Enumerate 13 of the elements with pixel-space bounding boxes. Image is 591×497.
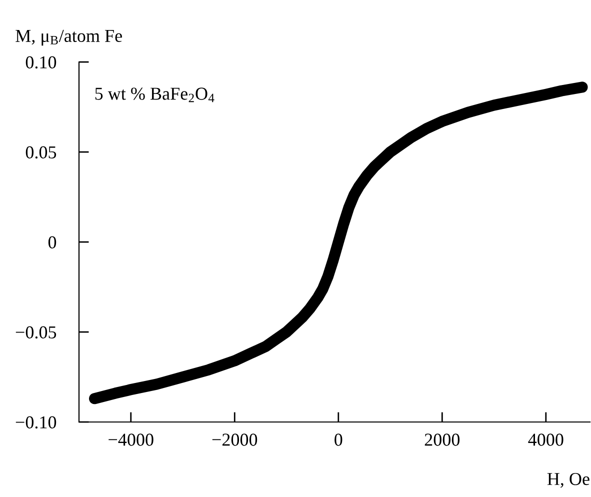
x-tick-label: 2000 — [424, 434, 460, 446]
y-axis-title: M, μ$_{B}$/atom Fe — [16, 30, 122, 46]
y-tick-label: −0.05 — [16, 326, 56, 339]
y-tick-label: −0.10 — [16, 416, 56, 429]
x-tick-label: −2000 — [212, 434, 258, 446]
annotation: 5 wt % BaFe$_{2}$O$_{4}$ — [95, 88, 214, 102]
x-axis-title: H, Oe — [547, 472, 590, 488]
x-tick-label: 4000 — [528, 434, 564, 446]
y-tick-label: 0.05 — [26, 146, 56, 159]
y-tick-label: 0.10 — [26, 56, 56, 69]
x-tick-label: −4000 — [108, 434, 154, 446]
y-tick-label: 0 — [48, 236, 56, 248]
x-tick-label: 0 — [334, 434, 342, 446]
